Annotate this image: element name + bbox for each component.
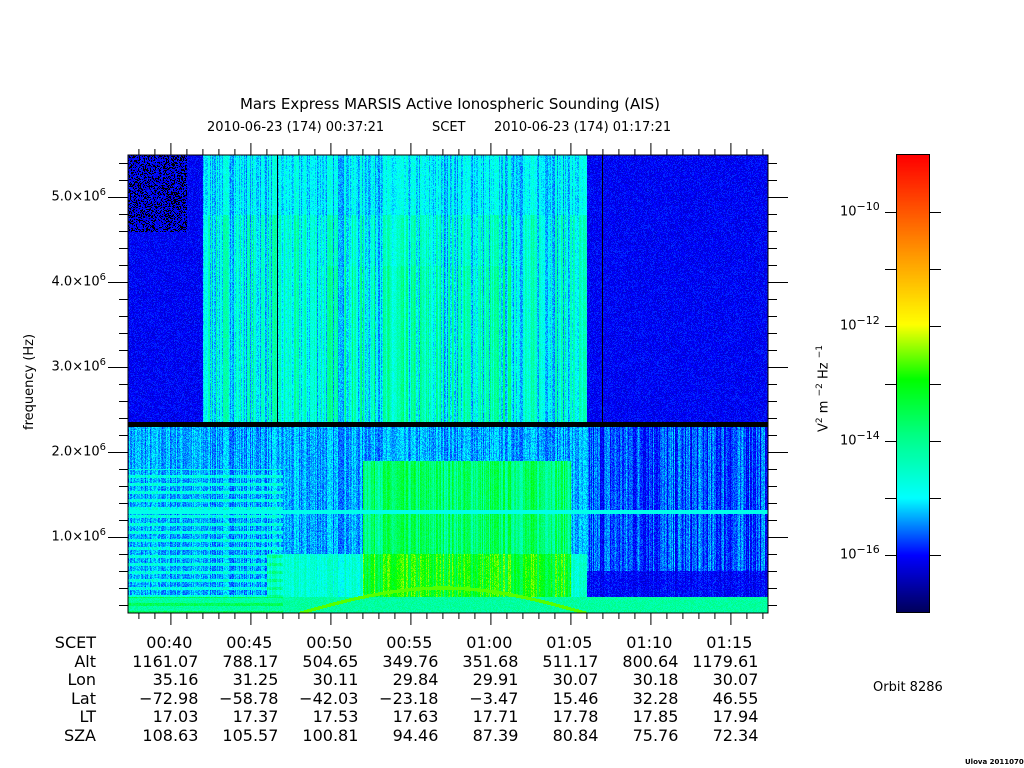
ephemeris-cell: −72.98 (139, 688, 199, 708)
ephemeris-cell: 788.17 (222, 651, 279, 671)
ephemeris-cell: 108.63 (142, 725, 199, 745)
colorbar-tick-label: 10−12 (840, 314, 880, 334)
ephemeris-cell: −42.03 (299, 688, 359, 708)
ephemeris-cell: 17.85 (632, 707, 679, 726)
colorbar-tick-label: 10−14 (840, 428, 880, 448)
ephemeris-cell: 17.71 (472, 707, 519, 726)
ephemeris-cell: 00:45 (226, 633, 273, 652)
ephemeris-cell: 94.46 (392, 725, 439, 745)
ephemeris-cell: 31.25 (232, 670, 279, 689)
ephemeris-cell: 17.94 (712, 707, 759, 726)
ephemeris-cell: 30.07 (552, 670, 599, 689)
ephemeris-cell: 17.53 (312, 707, 359, 726)
y-tick-label: 1.0×106 (51, 526, 106, 544)
ephemeris-cell: 29.84 (392, 670, 439, 689)
ephemeris-cell: 349.76 (382, 651, 439, 671)
colorbar (897, 155, 929, 612)
ephemeris-cell: 17.63 (392, 707, 439, 726)
ephemeris-cell: 504.65 (302, 651, 359, 671)
time-end-label: 2010-06-23 (174) 01:17:21 (494, 120, 672, 135)
ephemeris-row-label: SCET (54, 633, 96, 652)
ephemeris-cell: 100.81 (302, 725, 359, 745)
colorbar-tick-label: 10−16 (840, 542, 880, 563)
ephemeris-cell: 00:55 (386, 633, 433, 652)
ephemeris-cell: 17.03 (152, 707, 199, 726)
y-tick-label: 5.0×106 (51, 187, 106, 205)
ephemeris-cell: 17.78 (552, 707, 599, 726)
ephemeris-cell: 01:00 (466, 633, 513, 652)
chart-title: Mars Express MARSIS Active Ionospheric S… (239, 95, 661, 113)
ephemeris-cell: 01:05 (546, 633, 593, 652)
ephemeris-cell: −23.18 (379, 688, 439, 708)
ephemeris-cell: 00:40 (146, 633, 193, 652)
time-start-label: 2010-06-23 (174) 00:37:21 (207, 120, 385, 135)
colorbar-label: V2 m −2 Hz −1 (815, 344, 832, 432)
ephemeris-cell: 511.17 (542, 651, 599, 671)
ephemeris-cell: 29.91 (472, 670, 519, 689)
ephemeris-cell: 1179.61 (692, 651, 759, 671)
ephemeris-cell: 00:50 (306, 633, 353, 652)
y-tick-label: 4.0×106 (51, 272, 106, 290)
ephemeris-cell: 01:15 (706, 633, 753, 652)
ephemeris-cell: 32.28 (632, 688, 679, 708)
ephemeris-row-label: Lat (71, 688, 96, 708)
ephemeris-cell: −3.47 (469, 688, 519, 708)
ephemeris-cell: 46.55 (712, 688, 759, 708)
ephemeris-cell: 01:10 (626, 633, 673, 652)
y-axis-label: frequency (Hz) (22, 333, 37, 430)
ephemeris-cell: −58.78 (219, 688, 279, 708)
ephemeris-cell: 1161.07 (132, 651, 199, 671)
ephemeris-row-label: Alt (74, 651, 96, 671)
spectrogram-heatmap (128, 155, 768, 613)
ephemeris-cell: 15.46 (552, 688, 599, 708)
ephemeris-cell: 30.07 (712, 670, 759, 689)
y-tick-label: 2.0×106 (51, 441, 106, 460)
plot-frame (127, 154, 769, 614)
ephemeris-cell: 75.76 (632, 725, 679, 745)
credit-label: Ulova 20110702 (965, 758, 1024, 766)
ephemeris-cell: 87.39 (472, 725, 519, 745)
ephemeris-cell: 17.37 (232, 707, 279, 726)
ephemeris-cell: 30.18 (632, 670, 679, 689)
y-tick-label: 3.0×106 (51, 357, 106, 375)
ephemeris-cell: 800.64 (622, 651, 679, 671)
ephemeris-cell: 351.68 (462, 651, 519, 671)
colorbar-tick-label: 10−10 (840, 200, 880, 220)
orbit-label: Orbit 8286 (873, 680, 943, 695)
ephemeris-row-label: Lon (67, 670, 96, 689)
ephemeris-row-label: LT (79, 707, 96, 726)
ephemeris-cell: 105.57 (222, 725, 279, 745)
ephemeris-cell: 30.11 (312, 670, 359, 689)
ephemeris-row-label: SZA (63, 725, 96, 745)
ephemeris-cell: 80.84 (552, 725, 599, 745)
ephemeris-cell: 35.16 (152, 670, 199, 689)
time-center-label: SCET (432, 120, 466, 135)
ephemeris-cell: 72.34 (712, 725, 759, 745)
